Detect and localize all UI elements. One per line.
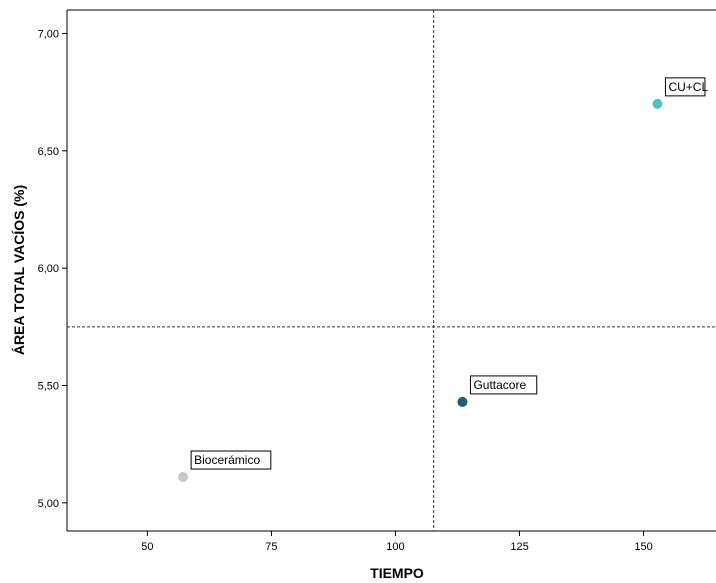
y-tick-label: 6,00 (38, 263, 59, 275)
x-axis: 50 75 100 125 150 (141, 531, 653, 553)
x-tick-label: 75 (265, 541, 277, 553)
data-point (178, 472, 189, 483)
y-axis-title: ÁREA TOTAL VACÍOS (%) (11, 185, 27, 355)
y-tick-label: 5,00 (38, 498, 59, 510)
x-tick-label: 150 (634, 541, 652, 553)
y-tick-label: 5,50 (38, 380, 59, 392)
data-point (457, 396, 468, 407)
point-label-box (469, 375, 538, 395)
x-tick-label: 100 (386, 541, 404, 553)
point-label: CU+CL (668, 80, 708, 94)
x-tick-label: 50 (141, 541, 153, 553)
point-label: Guttacore (473, 378, 526, 392)
x-axis-title: TIEMPO (370, 565, 424, 581)
reference-lines (67, 10, 716, 531)
x-tick-label: 125 (510, 541, 528, 553)
point-label-box (190, 450, 272, 470)
data-point (652, 98, 663, 109)
data-points: CU+CL Guttacore Biocerámico (178, 77, 708, 483)
plot-area (66, 9, 716, 532)
y-tick-label: 6,50 (38, 146, 59, 158)
y-axis: 5,00 5,50 6,00 6,50 7,00 (38, 28, 67, 510)
point-label: Biocerámico (194, 453, 260, 467)
point-label-box (664, 77, 706, 97)
y-tick-label: 7,00 (38, 28, 59, 40)
